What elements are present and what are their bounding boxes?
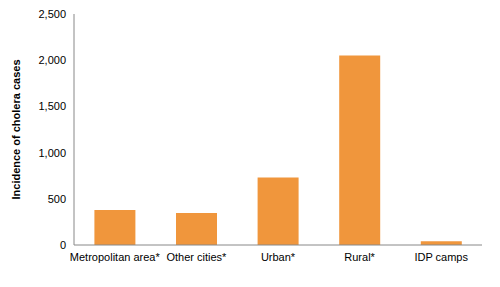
svg-text:2,000: 2,000 [38,54,66,66]
svg-text:Other cities*: Other cities* [166,251,227,263]
svg-text:Metropolitan area*: Metropolitan area* [70,251,161,263]
svg-text:Incidence of cholera cases: Incidence of cholera cases [10,59,22,199]
svg-text:1,500: 1,500 [38,100,66,112]
svg-text:Urban*: Urban* [261,251,296,263]
svg-text:Rural*: Rural* [344,251,375,263]
svg-text:0: 0 [60,239,66,251]
svg-text:2,500: 2,500 [38,8,66,20]
svg-text:IDP camps: IDP camps [414,251,468,263]
svg-text:1,000: 1,000 [38,147,66,159]
svg-text:500: 500 [48,193,66,205]
